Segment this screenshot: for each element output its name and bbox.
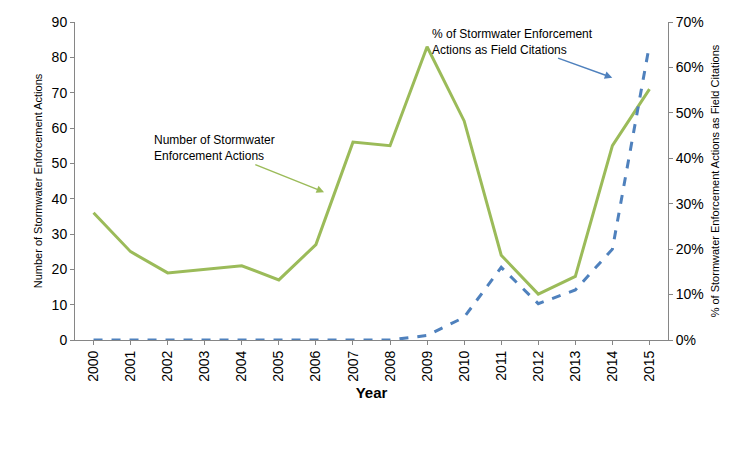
svg-text:2004: 2004 [233,350,249,381]
svg-text:2000: 2000 [85,350,101,381]
svg-text:% of Stormwater Enforcement Ac: % of Stormwater Enforcement Actions as F… [709,44,721,317]
svg-text:60: 60 [52,120,68,136]
svg-text:2012: 2012 [530,350,546,381]
svg-text:60%: 60% [676,59,704,75]
svg-text:Number of Stormwater Enforceme: Number of Stormwater Enforcement Actions [32,73,44,288]
svg-text:70: 70 [52,85,68,101]
svg-text:2005: 2005 [270,350,286,381]
svg-text:20: 20 [52,261,68,277]
svg-text:Number of StormwaterEnforcemen: Number of StormwaterEnforcement Actions [154,133,275,163]
svg-text:10: 10 [52,297,68,313]
svg-text:2015: 2015 [641,350,657,381]
svg-text:2002: 2002 [159,350,175,381]
svg-text:% of Stormwater EnforcementAct: % of Stormwater EnforcementActions as Fi… [432,27,593,57]
svg-text:2008: 2008 [382,350,398,381]
svg-text:0%: 0% [676,332,696,348]
svg-text:50: 50 [52,155,68,171]
svg-text:2010: 2010 [456,350,472,381]
svg-text:0: 0 [59,332,67,348]
svg-text:90: 90 [52,14,68,30]
svg-text:2006: 2006 [307,350,323,381]
svg-text:30%: 30% [676,196,704,212]
svg-text:2014: 2014 [604,350,620,381]
svg-text:2007: 2007 [345,350,361,381]
svg-text:70%: 70% [676,14,704,30]
svg-text:40: 40 [52,191,68,207]
svg-text:2011: 2011 [493,350,509,380]
svg-text:40%: 40% [676,150,704,166]
svg-text:2003: 2003 [196,350,212,381]
svg-text:50%: 50% [676,105,704,121]
svg-text:2013: 2013 [567,350,583,381]
svg-text:30: 30 [52,226,68,242]
svg-text:80: 80 [52,49,68,65]
svg-text:2009: 2009 [419,350,435,381]
svg-text:Year: Year [356,384,388,401]
svg-text:2001: 2001 [122,350,138,381]
svg-text:10%: 10% [676,286,704,302]
svg-text:20%: 20% [676,241,704,257]
